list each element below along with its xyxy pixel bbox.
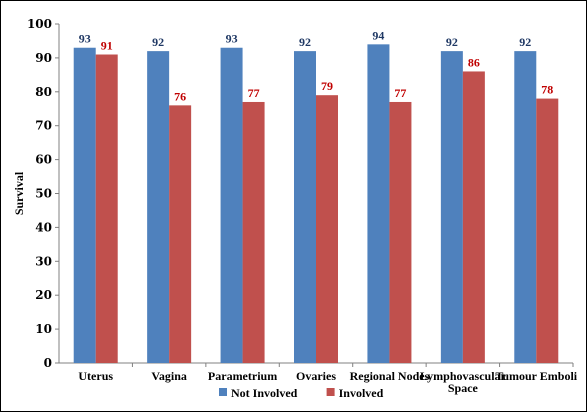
y-tick-label: 20: [35, 288, 52, 302]
bar-involved: [242, 101, 265, 363]
bar-not-involved: [367, 44, 390, 364]
category-label-line: Uterus: [78, 369, 113, 383]
bar-not-involved: [294, 51, 316, 364]
category-label-line: Parametrium: [208, 369, 277, 383]
bar-not-involved: [73, 47, 96, 363]
bar-involved: [536, 98, 559, 363]
y-tick-label: 100: [27, 17, 52, 31]
bar-involved: [316, 95, 338, 363]
data-label-involved: 79: [321, 79, 333, 93]
data-label-not-involved: 92: [519, 35, 531, 49]
category-label: Parametrium: [208, 369, 277, 383]
y-tick-label: 50: [35, 187, 52, 201]
category-label-line: Tumour Emboli: [495, 369, 577, 383]
y-tick-label: 80: [35, 85, 52, 99]
category-label-line: Regional Nodes: [350, 369, 430, 383]
data-label-not-involved: 92: [152, 35, 164, 49]
axes: 0 10 20 30 40 50 60 70 80 90 100: [27, 17, 574, 370]
category-label-line: Vagina: [151, 369, 187, 383]
y-tick-label: 90: [35, 51, 52, 65]
y-tick-label: 0: [44, 356, 52, 370]
y-tick-label: 40: [35, 220, 52, 234]
data-label-involved: 91: [101, 39, 113, 53]
legend-swatch: [219, 388, 227, 396]
y-tick-label: 30: [35, 254, 52, 268]
category-label-line: Ovaries: [296, 369, 336, 383]
bar-involved: [169, 105, 192, 364]
category-label: Uterus: [78, 369, 113, 383]
legend-swatch: [326, 388, 335, 396]
category-label-line: Space: [448, 381, 479, 395]
data-label-not-involved: 93: [226, 32, 238, 46]
category-label: Lymphovascular Space: [420, 369, 507, 395]
category-label-line: Lymphovascular: [420, 369, 507, 383]
data-label-not-involved: 94: [372, 28, 384, 42]
bar-not-involved: [220, 47, 243, 363]
category-label: Ovaries: [296, 369, 336, 383]
bars: [73, 44, 559, 364]
data-label-involved: 77: [394, 86, 406, 100]
data-label-involved: 77: [248, 86, 260, 100]
bar-not-involved: [514, 51, 537, 364]
category-label: Tumour Emboli: [495, 369, 577, 383]
data-label-not-involved: 92: [299, 35, 311, 49]
data-label-involved: 76: [174, 89, 186, 103]
bar-not-involved: [440, 51, 463, 364]
data-label-involved: 78: [541, 83, 553, 97]
category-label: Vagina: [151, 369, 187, 383]
bar-not-involved: [147, 51, 170, 364]
data-labels: 93 91 92 76 93 77 92 79 94 77 92 86 92 78: [79, 28, 554, 103]
data-label-not-involved: 92: [446, 35, 458, 49]
category-label: Regional Nodes: [350, 369, 430, 383]
y-tick-label: 70: [35, 119, 52, 133]
y-tick-label: 60: [35, 153, 52, 167]
legend-label: Not Involved: [231, 386, 298, 400]
bar-involved: [95, 54, 118, 363]
bar-involved: [389, 101, 412, 363]
y-tick-label: 10: [35, 322, 52, 336]
legend-label: Involved: [339, 386, 384, 400]
data-label-involved: 86: [468, 55, 480, 69]
bar-involved: [462, 71, 485, 364]
legend: Not Involved Involved: [219, 386, 384, 400]
y-axis-title: Survival: [12, 171, 26, 215]
category-labels: Uterus Vagina Parametrium Ovaries Regional N…: [78, 369, 577, 395]
data-label-not-involved: 93: [79, 32, 91, 46]
